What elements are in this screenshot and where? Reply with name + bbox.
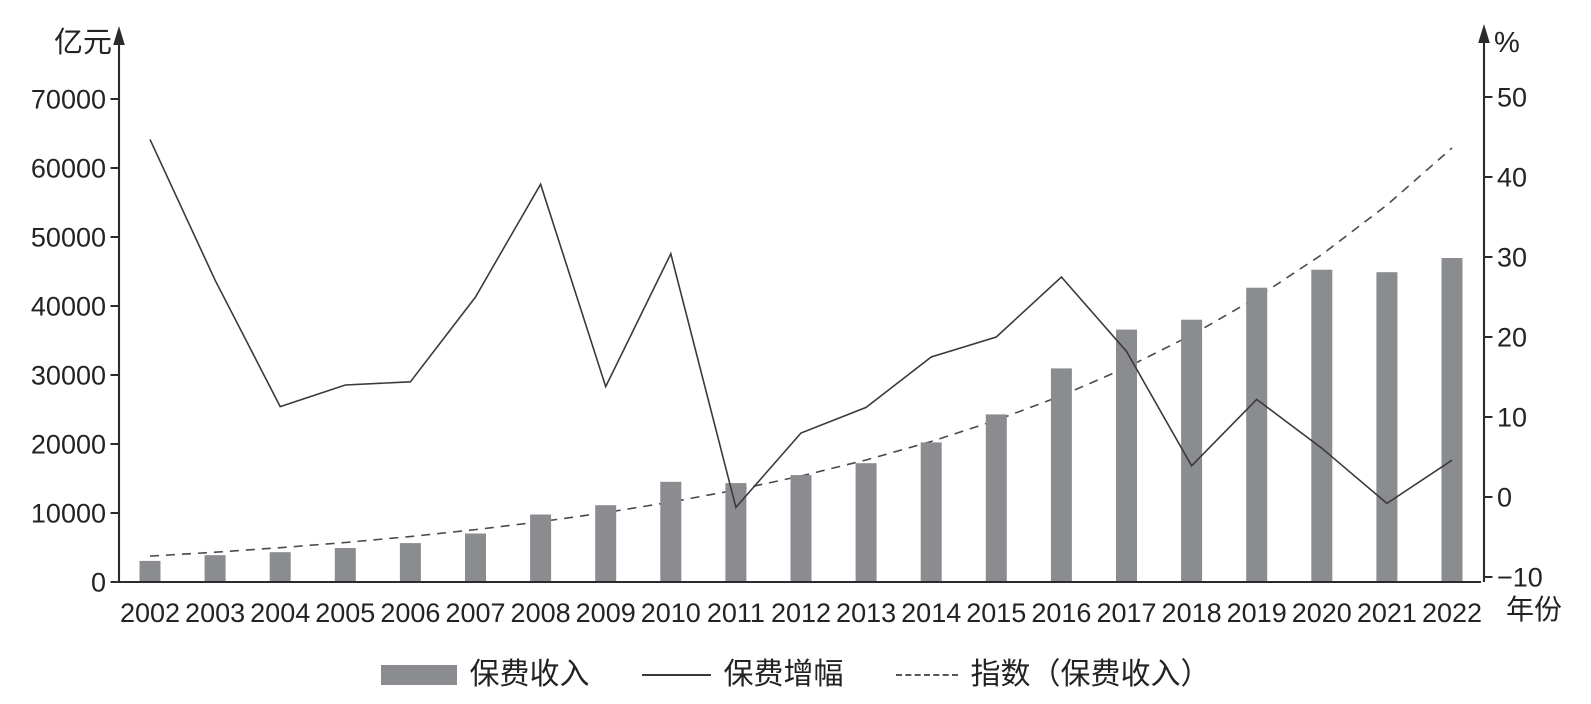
- x-label-2003: 2003: [185, 598, 245, 628]
- bar-2017: [1116, 329, 1137, 582]
- bar-2016: [1050, 368, 1072, 582]
- bar-2002: [139, 560, 161, 582]
- x-label-2014: 2014: [901, 598, 961, 628]
- x-axis-labels: 2002 2003 2004 2005 2006 2007 2008 2009 2010 2011…: [120, 598, 1482, 628]
- bar-2012: [790, 475, 812, 582]
- right-tick-label--10: −10: [1497, 563, 1543, 593]
- left-tick-label-30000: 30000: [31, 361, 106, 391]
- bar-2010: [660, 481, 682, 582]
- x-label-2005: 2005: [315, 598, 375, 628]
- x-axis-title: 年份: [1506, 594, 1563, 625]
- x-label-2020: 2020: [1292, 598, 1352, 628]
- left-tick-label-20000: 20000: [31, 430, 106, 460]
- bar-2019: [1246, 287, 1268, 582]
- axes: [117, 41, 1486, 584]
- x-label-2022: 2022: [1422, 598, 1482, 628]
- left-tick-label-70000: 70000: [31, 85, 106, 115]
- x-label-2008: 2008: [511, 598, 571, 628]
- x-label-2009: 2009: [576, 598, 636, 628]
- legend-item-exponential-trend: 指数（保费收入）: [895, 658, 1211, 691]
- bar-2008: [530, 514, 552, 582]
- x-label-2018: 2018: [1162, 598, 1222, 628]
- bar-2018: [1181, 319, 1203, 582]
- legend-item-premium-growth: 保费增幅: [641, 658, 844, 691]
- x-label-2011: 2011: [707, 598, 765, 628]
- legend-item-premium-income: 保费收入: [380, 658, 590, 691]
- premium-growth-line: [149, 139, 1453, 510]
- legend-bar-swatch: [380, 665, 457, 685]
- left-tick-label-0: 0: [91, 568, 106, 598]
- left-axis-unit-label: 亿元: [53, 27, 112, 59]
- chart-legend: 保费收入 保费增幅 指数（保费收入）: [0, 659, 1591, 691]
- x-label-2016: 2016: [1031, 598, 1091, 628]
- legend-label-exponential-trend: 指数（保费收入）: [970, 658, 1211, 691]
- premium-income-bars: [139, 258, 1463, 582]
- bar-2015: [985, 414, 1007, 582]
- bar-2014: [920, 442, 942, 582]
- x-label-2017: 2017: [1096, 598, 1156, 628]
- x-label-2015: 2015: [966, 598, 1026, 628]
- right-tick-label-40: 40: [1497, 163, 1527, 193]
- bar-2006: [399, 543, 421, 582]
- bar-2007: [465, 533, 486, 582]
- legend-solid-line-swatch: [641, 674, 711, 676]
- bar-2004: [269, 552, 291, 582]
- bar-2003: [204, 555, 226, 582]
- bar-2011: [725, 483, 747, 582]
- x-label-2006: 2006: [380, 598, 440, 628]
- bar-2021: [1376, 272, 1398, 582]
- legend-label-premium-income: 保费收入: [469, 658, 590, 691]
- right-tick-label-50: 50: [1497, 83, 1527, 113]
- left-tick-label-60000: 60000: [31, 154, 106, 184]
- right-tick-label-30: 30: [1497, 243, 1527, 273]
- x-label-2019: 2019: [1227, 598, 1287, 628]
- x-label-2013: 2013: [836, 598, 896, 628]
- right-axis-ticks: 50 40 30 20 10 0 −10: [1484, 83, 1543, 593]
- left-tick-label-10000: 10000: [31, 499, 106, 529]
- right-axis-unit-label: %: [1494, 27, 1520, 59]
- x-label-2007: 2007: [445, 598, 505, 628]
- bar-2013: [855, 463, 877, 582]
- right-tick-label-0: 0: [1497, 483, 1512, 513]
- bar-2005: [334, 548, 356, 582]
- bar-2022: [1441, 258, 1463, 582]
- right-tick-label-20: 20: [1497, 323, 1527, 353]
- legend-dashed-line-swatch: [895, 674, 958, 676]
- x-label-2004: 2004: [250, 598, 310, 628]
- x-label-2010: 2010: [641, 598, 701, 628]
- left-tick-label-40000: 40000: [31, 292, 106, 322]
- right-axis-arrow: [1478, 24, 1490, 43]
- left-axis-arrow: [113, 26, 125, 45]
- legend-label-premium-growth: 保费增幅: [723, 658, 844, 691]
- bar-2009: [595, 505, 617, 582]
- x-label-2012: 2012: [771, 598, 831, 628]
- left-tick-label-50000: 50000: [31, 223, 106, 253]
- left-axis-ticks: 70000 60000 50000 40000 30000 20000 10000 0: [31, 85, 119, 598]
- x-label-2021: 2021: [1357, 598, 1417, 628]
- right-tick-label-10: 10: [1497, 403, 1527, 433]
- x-label-2002: 2002: [120, 598, 180, 628]
- bar-2020: [1311, 269, 1333, 582]
